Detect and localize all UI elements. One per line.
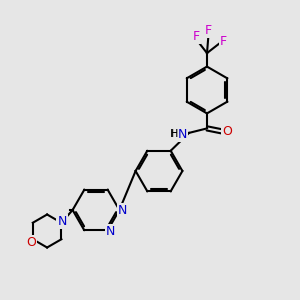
Text: F: F <box>193 30 200 43</box>
Text: N: N <box>118 203 127 217</box>
Text: F: F <box>205 24 212 38</box>
Text: O: O <box>223 125 232 138</box>
Text: N: N <box>106 225 116 238</box>
Text: O: O <box>26 236 36 249</box>
Text: H: H <box>171 129 179 140</box>
Text: F: F <box>193 30 200 43</box>
Text: O: O <box>26 236 36 249</box>
Text: N: N <box>178 128 187 141</box>
Text: N: N <box>106 225 116 238</box>
Text: N: N <box>178 128 187 141</box>
Text: N: N <box>118 203 127 217</box>
Text: N: N <box>57 215 67 228</box>
Text: O: O <box>223 125 232 138</box>
Text: F: F <box>205 24 212 38</box>
Text: N: N <box>57 215 67 228</box>
Text: F: F <box>220 34 227 48</box>
Text: F: F <box>220 34 227 48</box>
Text: H: H <box>170 129 178 140</box>
